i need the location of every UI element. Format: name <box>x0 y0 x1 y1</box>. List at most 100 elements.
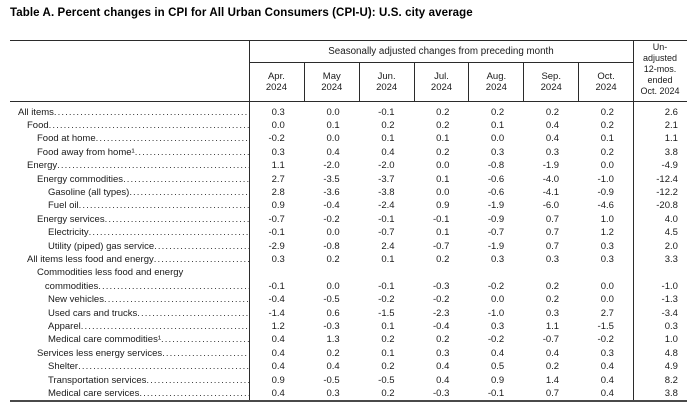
value-month: 0.3 <box>326 388 340 400</box>
month-header-sep: Sep. 2024 <box>523 63 578 101</box>
value-month: 0.4 <box>271 347 285 359</box>
table-row: Food 0.0 0.1 0.2 0.2 0.1 0.4 0.2 2.1 <box>10 119 687 132</box>
row-label: Food at home <box>10 132 249 145</box>
value-month: 0.4 <box>491 347 505 359</box>
value-month: 0.2 <box>436 146 450 158</box>
value-month: 0.2 <box>545 294 560 306</box>
value-month: -0.9 <box>597 186 614 198</box>
value-month: 0.0 <box>491 133 505 145</box>
row-label: All items less food and energy <box>10 253 249 266</box>
row-label: New vehicles <box>10 293 249 306</box>
value-month: 0.0 <box>326 280 340 292</box>
table-row: All items less food and energy 0.3 0.2 0.1 0… <box>10 253 687 266</box>
value-month: 0.4 <box>545 119 560 131</box>
value-month: -0.7 <box>268 213 285 225</box>
value-month: -0.7 <box>487 227 505 239</box>
value-month: 0.1 <box>436 133 450 145</box>
value-12mo: -3.4 <box>661 307 678 319</box>
month-header-may: May 2024 <box>303 63 359 101</box>
value-month: -0.5 <box>323 294 340 306</box>
dot-leader <box>146 374 249 387</box>
value-month: 0.2 <box>545 280 560 292</box>
value-month: 0.4 <box>436 374 450 386</box>
stub-header-cell <box>10 41 249 101</box>
value-month: 0.4 <box>271 334 285 346</box>
value-month: -0.6 <box>487 173 505 185</box>
row-label: Energy services <box>10 213 249 226</box>
table-row: Energy commodities 2.7 -3.5 -3.7 0.1 -0.6 -4.0… <box>10 173 687 186</box>
value-month: 0.1 <box>436 173 450 185</box>
value-month: -2.9 <box>268 240 285 252</box>
month-header-apr: Apr. 2024 <box>265 70 287 93</box>
value-month: -2.0 <box>378 160 395 172</box>
value-month: 0.4 <box>271 361 285 373</box>
dot-leader <box>78 360 249 373</box>
value-month: -0.7 <box>433 240 450 252</box>
value-month: 0.0 <box>436 186 450 198</box>
table-row: Energy 1.1 -2.0 -2.0 0.0 -0.8 -1.9 0.0 -4.9 <box>10 159 687 172</box>
value-month: 0.9 <box>271 200 285 212</box>
value-month: 0.2 <box>600 146 614 158</box>
value-month: 2.8 <box>271 186 285 198</box>
value-month: -0.8 <box>487 160 505 172</box>
value-month: 2.4 <box>381 240 395 252</box>
dot-leader <box>96 132 249 145</box>
value-month: 0.2 <box>381 334 395 346</box>
table-row: New vehicles -0.4 -0.5 -0.2 -0.2 0.0 0.2 0.0 -1.… <box>10 293 687 306</box>
value-month: -4.0 <box>542 173 560 185</box>
row-label: Food <box>10 119 249 132</box>
value-month: 1.3 <box>326 334 340 346</box>
value-month: 0.3 <box>600 240 614 252</box>
unadjusted-12mo-header: Un- adjusted 12-mos. ended Oct. 2024 <box>640 42 680 96</box>
value-month: 0.2 <box>436 334 450 346</box>
value-month: -2.0 <box>323 160 340 172</box>
value-month: 0.4 <box>271 388 285 400</box>
dot-leader <box>137 307 249 320</box>
value-month: 1.1 <box>271 160 285 172</box>
value-12mo: 3.8 <box>664 388 678 400</box>
cpi-table: Seasonally adjusted changes from precedi… <box>10 40 687 402</box>
value-month: 0.1 <box>381 347 395 359</box>
row-label: Shelter <box>10 360 249 373</box>
value-month: -2.4 <box>378 200 395 212</box>
value-12mo: 4.8 <box>664 347 678 359</box>
value-month: -0.1 <box>433 213 450 225</box>
value-month: 1.2 <box>271 321 285 332</box>
value-month: -0.4 <box>268 294 285 306</box>
value-12mo: 4.9 <box>664 361 678 373</box>
value-month: 0.0 <box>600 294 614 306</box>
row-label: Gasoline (all types) <box>10 186 249 199</box>
value-12mo: 3.3 <box>664 253 678 265</box>
value-12mo: -20.8 <box>656 200 678 212</box>
value-month: 1.0 <box>600 213 614 225</box>
row-label: Food away from home¹ <box>10 146 249 159</box>
table-row: All items 0.3 0.0 -0.1 0.2 0.2 0.2 0.2 2.6 <box>10 106 687 119</box>
value-month: 0.1 <box>381 253 395 265</box>
dot-leader <box>54 106 249 119</box>
table-row: Electricity -0.1 0.0 -0.7 0.1 -0.7 0.7 1.2 4.5 <box>10 226 687 239</box>
value-12mo: -1.0 <box>661 280 678 292</box>
value-month: 0.3 <box>600 253 614 265</box>
value-month: -1.9 <box>487 200 505 212</box>
value-month: 0.5 <box>491 361 505 373</box>
table-row: Shelter 0.4 0.4 0.2 0.4 0.5 0.2 0.4 4.9 <box>10 360 687 373</box>
value-month: -4.1 <box>542 186 560 198</box>
value-month: -0.9 <box>487 213 505 225</box>
dot-leader <box>135 146 249 159</box>
row-label: Medical care commodities¹ <box>10 333 249 346</box>
value-month: 0.4 <box>600 374 614 386</box>
table-row: Fuel oil 0.9 -0.4 -2.4 0.9 -1.9 -6.0 -4.6 -20.8 <box>10 199 687 212</box>
value-month: 0.4 <box>545 347 560 359</box>
table-row: Medical care services 0.4 0.3 0.2 -0.3 -0.1 0.… <box>10 387 687 400</box>
value-month: 0.2 <box>545 361 560 373</box>
dot-leader <box>49 119 249 132</box>
value-month: 0.2 <box>600 119 614 131</box>
row-label: Transportation services <box>10 374 249 387</box>
value-month: 0.3 <box>491 253 505 265</box>
value-month: 1.4 <box>545 374 560 386</box>
value-month: -0.2 <box>487 280 505 292</box>
value-month: 0.1 <box>326 119 340 131</box>
value-month: -1.4 <box>268 307 285 319</box>
value-month: 0.9 <box>436 200 450 212</box>
row-label: Utility (piped) gas service <box>10 240 249 253</box>
